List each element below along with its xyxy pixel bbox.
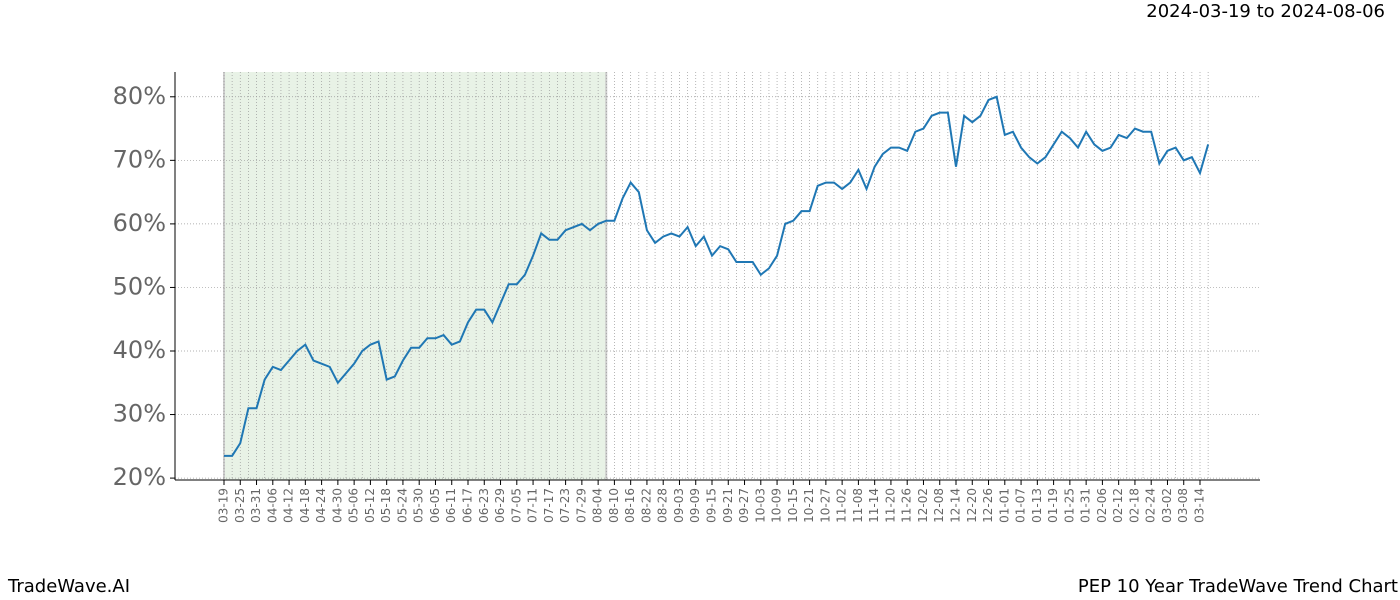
y-tick-label: 20% xyxy=(113,463,166,491)
x-tick-label: 07-05 xyxy=(509,488,523,523)
x-tick-label: 09-09 xyxy=(688,488,702,523)
y-tick-label: 70% xyxy=(113,145,166,173)
x-tick-label: 01-01 xyxy=(997,488,1011,523)
x-tick-label: 07-11 xyxy=(526,488,540,523)
x-tick-label: 05-06 xyxy=(347,488,361,523)
x-tick-label: 11-14 xyxy=(867,488,881,523)
x-tick-label: 07-17 xyxy=(542,488,556,523)
x-tick-label: 03-25 xyxy=(233,488,247,523)
x-tick-label: 03-02 xyxy=(1160,488,1174,523)
x-tick-label: 10-03 xyxy=(753,488,767,523)
x-tick-label: 06-23 xyxy=(477,488,491,523)
x-tick-label: 12-02 xyxy=(916,488,930,523)
x-tick-label: 11-26 xyxy=(900,488,914,523)
x-tick-label: 08-22 xyxy=(639,488,653,523)
x-tick-label: 10-21 xyxy=(802,488,816,523)
x-tick-label: 12-08 xyxy=(932,488,946,523)
x-tick-label: 05-18 xyxy=(379,488,393,523)
x-tick-label: 10-15 xyxy=(786,488,800,523)
x-tick-label: 07-23 xyxy=(558,488,572,523)
x-tick-label: 01-07 xyxy=(1014,488,1028,523)
x-tick-label: 06-05 xyxy=(428,488,442,523)
x-tick-label: 01-13 xyxy=(1030,488,1044,523)
footer-title: PEP 10 Year TradeWave Trend Chart xyxy=(1078,576,1398,597)
x-tick-label: 02-24 xyxy=(1144,488,1158,523)
x-tick-label: 08-28 xyxy=(656,488,670,523)
x-tick-label: 12-14 xyxy=(949,488,963,523)
highlight-region xyxy=(224,72,607,480)
x-tick-label: 04-24 xyxy=(314,488,328,523)
x-tick-label: 04-12 xyxy=(282,488,296,523)
x-tick-label: 01-19 xyxy=(1046,488,1060,523)
x-tick-label: 05-12 xyxy=(363,488,377,523)
x-tick-label: 09-15 xyxy=(705,488,719,523)
x-tick-label: 04-30 xyxy=(330,488,344,523)
x-tick-label: 09-21 xyxy=(721,488,735,523)
x-tick-label: 04-18 xyxy=(298,488,312,523)
y-tick-label: 80% xyxy=(113,82,166,110)
x-tick-label: 05-30 xyxy=(412,488,426,523)
x-tick-label: 12-26 xyxy=(981,488,995,523)
x-tick-label: 06-29 xyxy=(493,488,507,523)
x-tick-label: 07-29 xyxy=(574,488,588,523)
chart-subtitle: 2024-03-19 to 2024-08-06 xyxy=(1146,1,1385,22)
x-tick-label: 03-08 xyxy=(1176,488,1190,523)
x-tick-label: 10-27 xyxy=(818,488,832,523)
x-tick-label: 03-19 xyxy=(217,488,231,523)
x-tick-label: 02-12 xyxy=(1111,488,1125,523)
x-tick-label: 08-04 xyxy=(591,488,605,523)
x-tick-label: 11-20 xyxy=(883,488,897,523)
x-tick-label: 06-11 xyxy=(444,488,458,523)
x-tick-label: 03-31 xyxy=(249,488,263,523)
x-tick-label: 02-18 xyxy=(1127,488,1141,523)
footer-brand: TradeWave.AI xyxy=(7,576,130,597)
y-tick-label: 50% xyxy=(113,272,166,300)
x-tick-label: 03-14 xyxy=(1193,488,1207,523)
y-tick-label: 30% xyxy=(113,400,166,428)
x-tick-label: 10-09 xyxy=(770,488,784,523)
y-tick-label: 60% xyxy=(113,209,166,237)
x-tick-label: 04-06 xyxy=(265,488,279,523)
x-tick-label: 11-08 xyxy=(851,488,865,523)
x-tick-label: 01-25 xyxy=(1062,488,1076,523)
x-tick-label: 09-03 xyxy=(672,488,686,523)
x-tick-label: 09-27 xyxy=(737,488,751,523)
y-tick-label: 40% xyxy=(113,336,166,364)
x-tick-label: 05-24 xyxy=(395,488,409,523)
x-tick-label: 08-16 xyxy=(623,488,637,523)
trend-line xyxy=(224,95,1210,457)
x-tick-label: 02-06 xyxy=(1095,488,1109,523)
x-tick-label: 11-02 xyxy=(835,488,849,523)
x-tick-label: 01-31 xyxy=(1079,488,1093,523)
x-tick-label: 08-10 xyxy=(607,488,621,523)
x-tick-label: 12-20 xyxy=(965,488,979,523)
x-tick-label: 06-17 xyxy=(461,488,475,523)
